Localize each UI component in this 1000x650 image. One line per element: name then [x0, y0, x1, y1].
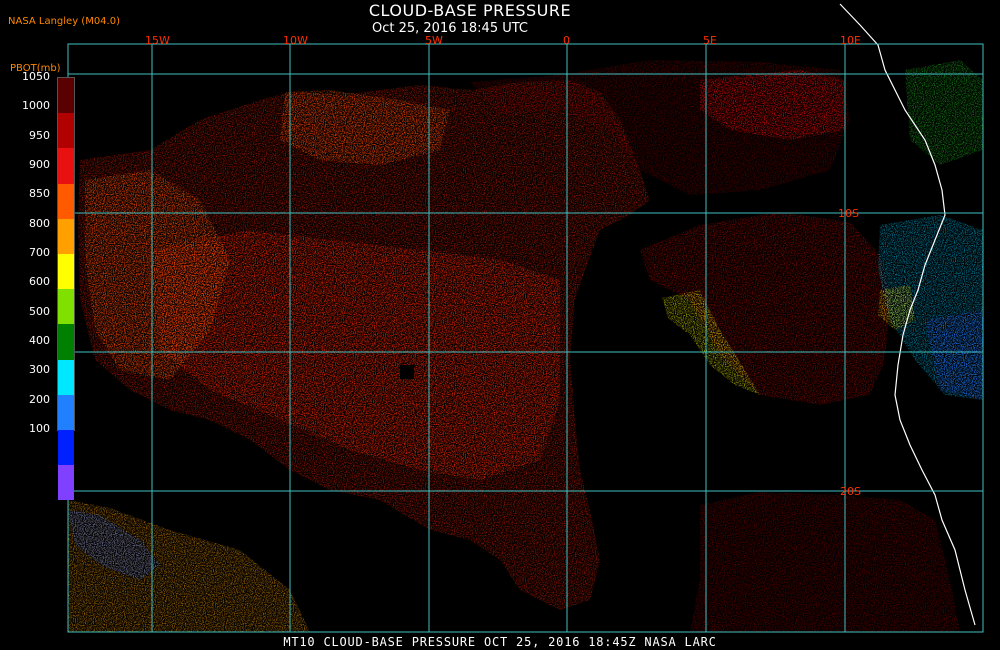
- colorbar-tick-label: 500: [29, 304, 50, 318]
- cloud-coastal-africa-north: [905, 60, 983, 165]
- colorbar-segment: [58, 218, 74, 254]
- footer-caption: MT10 CLOUD-BASE PRESSURE OCT 25, 2016 18…: [283, 635, 717, 649]
- colorbar-segment: [58, 465, 74, 501]
- missing-data-pixel: [400, 365, 414, 379]
- colorbar-segment: [58, 324, 74, 360]
- colorbar-tick-label: 1050: [22, 70, 50, 83]
- cloud-coastal-africa-blue: [925, 310, 983, 400]
- colorbar-segment: [58, 183, 74, 219]
- cloud-deck-east: [640, 212, 890, 405]
- colorbar-tick-label: 800: [29, 216, 50, 230]
- colorbar-segment: [58, 429, 74, 466]
- cloud-deck-core: [150, 230, 560, 480]
- cloud-deck-orange-west: [85, 170, 230, 380]
- map-timestamp: Oct 25, 2016 18:45 UTC: [372, 21, 528, 36]
- lat-label-10s: 10S: [838, 207, 859, 220]
- lon-label-0: 0: [563, 34, 570, 47]
- lon-label-5w: 5W: [425, 34, 443, 47]
- colorbar: [57, 77, 75, 501]
- cloud-deck-orange-north: [280, 90, 450, 165]
- lon-label-10w: 10W: [283, 34, 308, 47]
- lat-lon-grid: [67, 43, 984, 633]
- cloud-deck-southeast: [690, 492, 960, 632]
- colorbar-tick-label: 300: [29, 363, 50, 377]
- colorbar-tick-label: 850: [29, 187, 50, 201]
- lat-label-20s: 20S: [840, 485, 861, 498]
- lon-label-10e: 10E: [840, 34, 861, 47]
- colorbar-segment: [58, 78, 74, 114]
- cloud-yellow-coast: [878, 285, 915, 330]
- colorbar-tick-label: 900: [29, 158, 50, 171]
- colorbar-tick-label: 200: [29, 392, 50, 406]
- colorbar-unit-label: PBOT(mb): [10, 63, 61, 74]
- colorbar-tick-label: 950: [29, 128, 50, 142]
- colorbar-segment: [58, 148, 74, 184]
- map-title: CLOUD-BASE PRESSURE: [368, 1, 572, 20]
- colorbar-segment: [58, 359, 74, 395]
- colorbar-tick-label: 400: [29, 334, 50, 347]
- colorbar-segment: [58, 289, 74, 325]
- cloud-deck-red-northeast: [700, 70, 845, 140]
- cloud-yellow-patch: [662, 290, 760, 395]
- colorbar-tick-label: 600: [29, 275, 50, 289]
- colorbar-tick-label: 700: [29, 246, 50, 259]
- lon-label-15w: 15W: [145, 34, 170, 47]
- colorbar-segment: [58, 253, 74, 290]
- colorbar-tick-label: 1000: [22, 99, 50, 113]
- colorbar-segment: [58, 394, 74, 430]
- cloud-blue-southwest: [68, 510, 160, 580]
- colorbar-tick-label: 100: [29, 422, 50, 435]
- source-label: NASA Langley (M04.0): [8, 16, 120, 27]
- lon-label-5e: 5E: [703, 34, 717, 47]
- colorbar-segment: [58, 113, 74, 149]
